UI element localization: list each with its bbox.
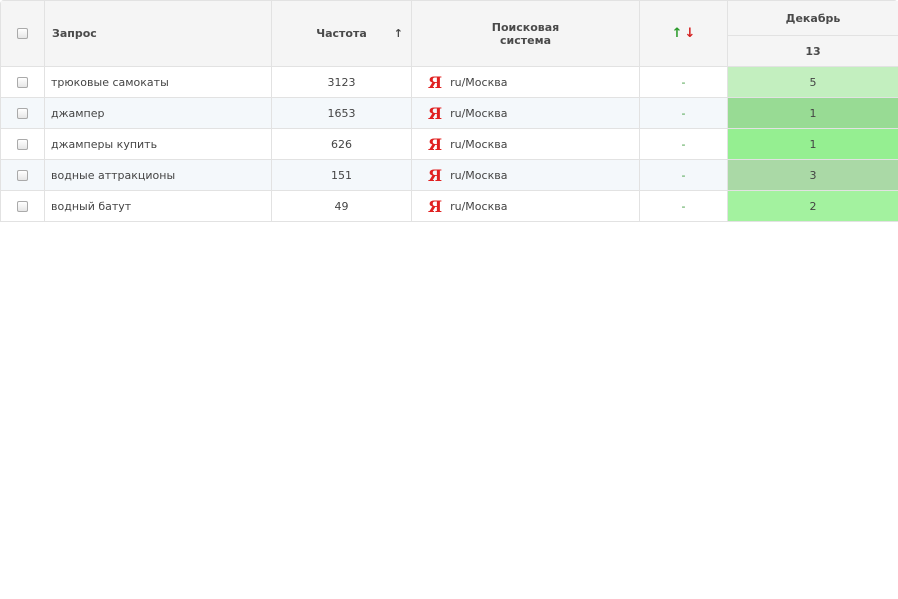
query-text: джампер (51, 106, 105, 120)
change-cell: - (640, 160, 728, 191)
region-text: ru/Москва (450, 137, 508, 151)
frequency-text: 151 (331, 168, 352, 182)
position-cell: 5 (728, 67, 898, 98)
frequency-cell: 3123 (272, 67, 412, 98)
table: Запрос Частота ↑ Поисковая система ↑ ↓ Дек… (0, 0, 898, 222)
query-cell: водные аттракционы (45, 160, 272, 191)
header-day: 13 (728, 36, 898, 67)
header-engine: Поисковая система (412, 1, 640, 67)
change-text: - (681, 168, 686, 182)
change-text: - (681, 75, 686, 89)
header-text: Запрос (52, 27, 97, 40)
query-text: трюковые самокаты (51, 75, 169, 89)
frequency-cell: 151 (272, 160, 412, 191)
query-text: водный батут (51, 199, 132, 213)
region-text: ru/Москва (450, 199, 508, 213)
down-arrow: ↓ (684, 26, 696, 41)
frequency-text: 1653 (327, 106, 356, 120)
engine-icon: Я (428, 72, 443, 92)
region-text: ru/Москва (450, 168, 508, 182)
header-text: Частота (316, 27, 367, 40)
engine-icon: Я (428, 165, 443, 185)
query-cell: джамперы купить (45, 129, 272, 160)
header-text: Декабрь (785, 11, 841, 25)
checkbox[interactable] (17, 200, 28, 212)
change-cell: - (640, 191, 728, 222)
change-cell: - (640, 129, 728, 160)
checkbox-cell (1, 98, 45, 129)
frequency-text: 626 (331, 137, 352, 151)
change-cell: - (640, 98, 728, 129)
frequency-cell: 49 (272, 191, 412, 222)
up-arrow: ↑ (671, 26, 683, 41)
checkbox-cell (1, 129, 45, 160)
frequency-text: 49 (334, 199, 349, 213)
checkbox-cell (1, 191, 45, 222)
frequency-cell: 626 (272, 129, 412, 160)
change-text: - (681, 106, 686, 120)
position-text: 5 (809, 75, 817, 89)
position-text: 1 (809, 106, 817, 120)
header-text: Поисковая система (491, 20, 560, 47)
checkbox-cell (1, 67, 45, 98)
engine-icon: Я (428, 196, 443, 216)
change-cell: - (640, 67, 728, 98)
checkbox-cell (1, 160, 45, 191)
position-text: 3 (809, 168, 817, 182)
checkbox[interactable] (17, 28, 28, 39)
header-month: Декабрь (728, 1, 898, 36)
header-text: 13 (805, 44, 821, 58)
checkbox[interactable] (17, 107, 28, 119)
change-text: - (681, 199, 686, 213)
engine-icon: Я (428, 103, 443, 123)
frequency-text: 3123 (327, 75, 356, 89)
header-checkbox-cell (1, 1, 45, 67)
query-text: джамперы купить (51, 137, 158, 151)
position-cell: 1 (728, 129, 898, 160)
header-query[interactable]: Запрос (45, 1, 272, 67)
position-text: 1 (809, 137, 817, 151)
position-cell: 3 (728, 160, 898, 191)
region-text: ru/Москва (450, 106, 508, 120)
change-text: - (681, 137, 686, 151)
query-text: водные аттракционы (51, 168, 176, 182)
position-cell: 1 (728, 98, 898, 129)
engine-icon: Я (428, 134, 443, 154)
query-cell: водный батут (45, 191, 272, 222)
checkbox[interactable] (17, 76, 28, 88)
checkbox[interactable] (17, 138, 28, 150)
query-cell: трюковые самокаты (45, 67, 272, 98)
header-change: ↑ ↓ (640, 1, 728, 67)
query-cell: джампер (45, 98, 272, 129)
position-text: 2 (809, 199, 817, 213)
frequency-cell: 1653 (272, 98, 412, 129)
header-frequency[interactable]: Частота ↑ (272, 1, 412, 67)
sort-arrow: ↑ (393, 27, 403, 40)
region-text: ru/Москва (450, 75, 508, 89)
position-cell: 2 (728, 191, 898, 222)
checkbox[interactable] (17, 169, 28, 181)
